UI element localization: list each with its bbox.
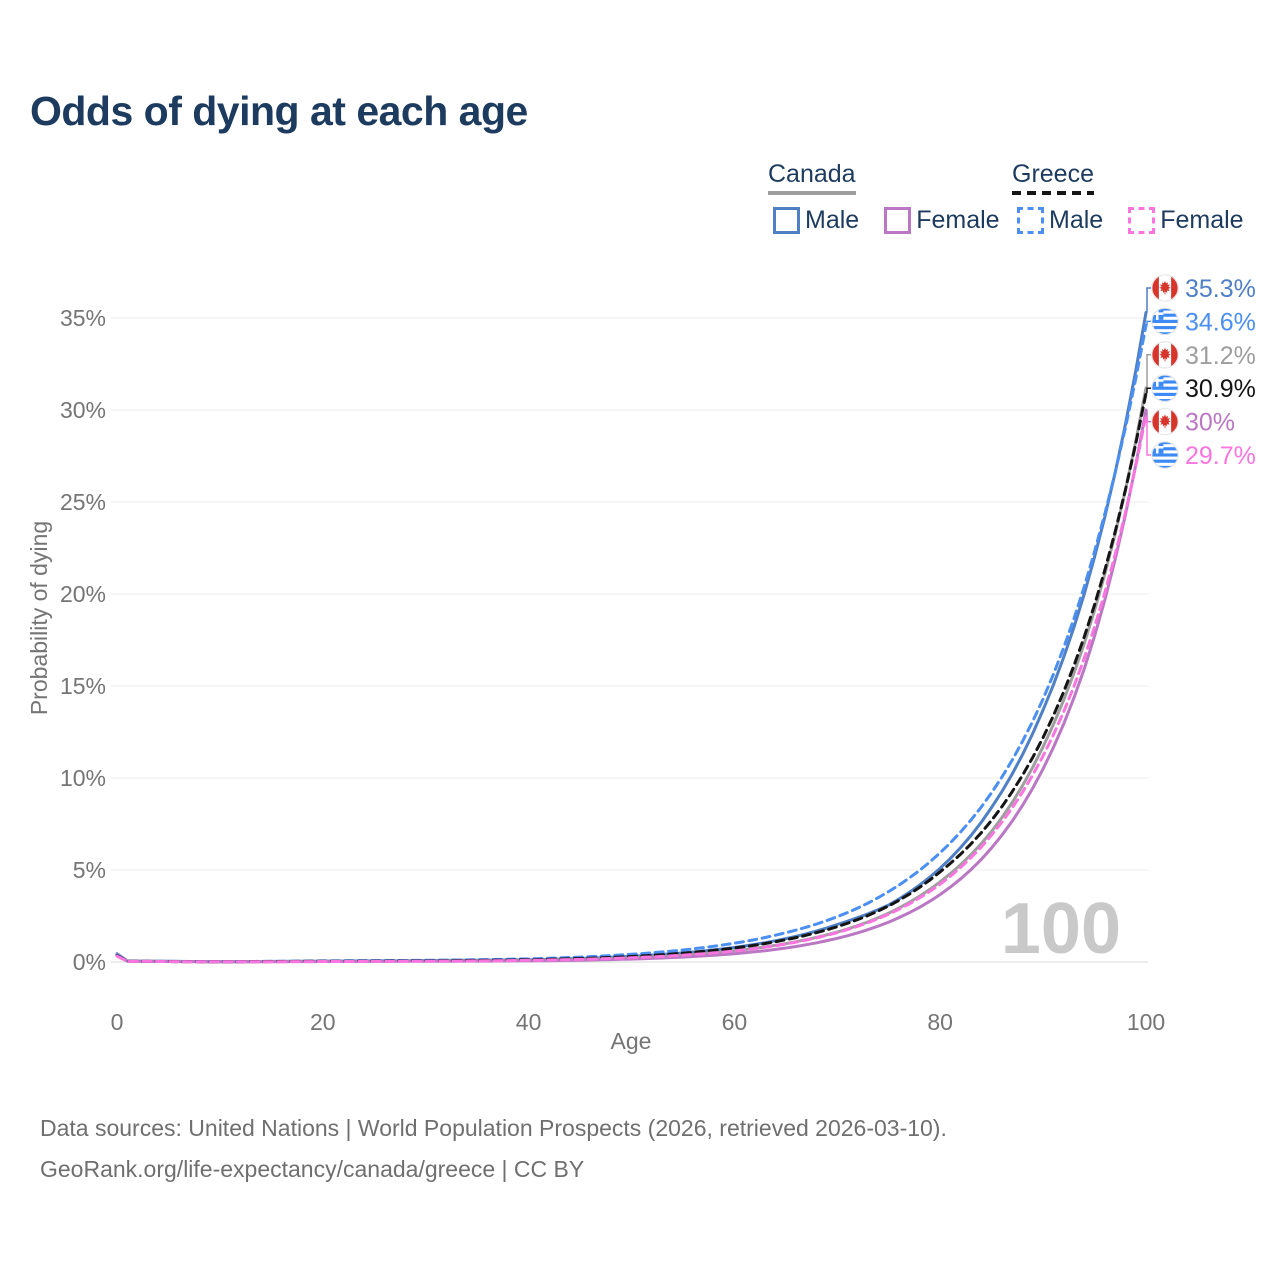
footer-data-sources: Data sources: United Nations | World Pop… (40, 1115, 947, 1141)
axis-layer: 0% 5% 10% 15% 20% 25% 30% 35% 0 20 40 60 80 100 Age Pro… (26, 305, 1165, 1054)
y-tick-label: 20% (60, 581, 106, 607)
leader-line-greece-male (1146, 320, 1151, 326)
legend-item-canada-female[interactable]: Female (879, 206, 1000, 235)
legend-item-greece-male[interactable]: Male (1012, 206, 1103, 235)
y-tick-label: 35% (60, 305, 106, 331)
series-layer[interactable] (115, 311, 1148, 964)
series-line-greece-male[interactable] (115, 323, 1148, 964)
leader-line-greece-total (1146, 387, 1151, 394)
legend-country-greece[interactable]: Greece (1012, 160, 1094, 188)
canada-flag-icon (1151, 274, 1179, 302)
legend-item-canada-male[interactable]: Male (768, 206, 859, 235)
legend-label-greece-female: Female (1160, 206, 1244, 234)
end-value-label-canada-total: 31.2% (1185, 342, 1256, 370)
y-tick-label: 10% (60, 765, 106, 791)
greece-flag-icon (1151, 441, 1179, 469)
y-axis-title: Probability of dying (26, 521, 52, 715)
canada-male-swatch-icon (773, 207, 800, 234)
greece-male-swatch-icon (1017, 207, 1044, 234)
greece-flag-icon (1151, 307, 1179, 335)
end-value-label-greece-female: 29.7% (1185, 442, 1256, 470)
leader-line-greece-female (1146, 415, 1151, 456)
canada-flag-icon (1151, 408, 1179, 436)
legend-label-greece-male: Male (1049, 206, 1104, 234)
x-tick-label: 100 (1127, 1009, 1165, 1035)
legend-label-canada-female: Female (916, 206, 1000, 234)
legend-country-canada[interactable]: Canada (768, 160, 856, 188)
end-value-label-greece-total: 30.9% (1185, 375, 1256, 403)
end-value-label-canada-male: 35.3% (1185, 275, 1256, 303)
end-value-label-canada-female: 30% (1185, 409, 1235, 437)
series-line-greece-total[interactable] (115, 391, 1148, 964)
legend-item-greece-female[interactable]: Female (1123, 206, 1244, 235)
y-tick-label: 5% (73, 857, 106, 883)
grid-layer (111, 317, 1148, 963)
canada-female-swatch-icon (884, 207, 912, 234)
end-value-label-greece-male: 34.6% (1185, 308, 1256, 336)
greece-flag-icon (1151, 374, 1179, 402)
x-axis-title: Age (611, 1028, 652, 1054)
x-tick-label: 0 (111, 1009, 124, 1035)
legend-underline-greece (1012, 191, 1094, 195)
footer-attribution: GeoRank.org/life-expectancy/canada/greec… (40, 1156, 585, 1182)
y-tick-label: 25% (60, 489, 106, 515)
hover-age-watermark: 100 (1001, 889, 1121, 969)
page-title: Odds of dying at each age (30, 88, 528, 134)
greece-female-swatch-icon (1128, 207, 1156, 234)
leader-line-canada-total (1146, 354, 1151, 388)
legend-underline-canada (768, 191, 856, 195)
footer: Data sources: United Nations | World Pop… (40, 1108, 947, 1190)
end-label-layer: 35.3% 34.6% 31.2% 30.9% 30% 29.7% (1146, 274, 1256, 470)
legend-group-greece: Greece Male Female (1012, 160, 1264, 235)
y-tick-label: 30% (60, 397, 106, 423)
canada-flag-icon (1151, 341, 1179, 369)
series-line-canada-total[interactable] (115, 386, 1148, 964)
x-tick-label: 80 (927, 1009, 953, 1035)
y-tick-label: 15% (60, 673, 106, 699)
legend: Canada Male Female Greece Male (0, 160, 1280, 250)
x-tick-label: 20 (310, 1009, 336, 1035)
series-line-greece-female[interactable] (115, 414, 1148, 964)
x-tick-label: 60 (722, 1009, 748, 1035)
y-tick-label: 0% (73, 949, 106, 975)
x-tick-label: 40 (516, 1009, 542, 1035)
legend-group-canada: Canada Male Female (768, 160, 1020, 235)
watermark-age-value: 100 (1001, 889, 1121, 969)
legend-label-canada-male: Male (805, 206, 860, 234)
leader-line-canada-male (1146, 287, 1151, 313)
